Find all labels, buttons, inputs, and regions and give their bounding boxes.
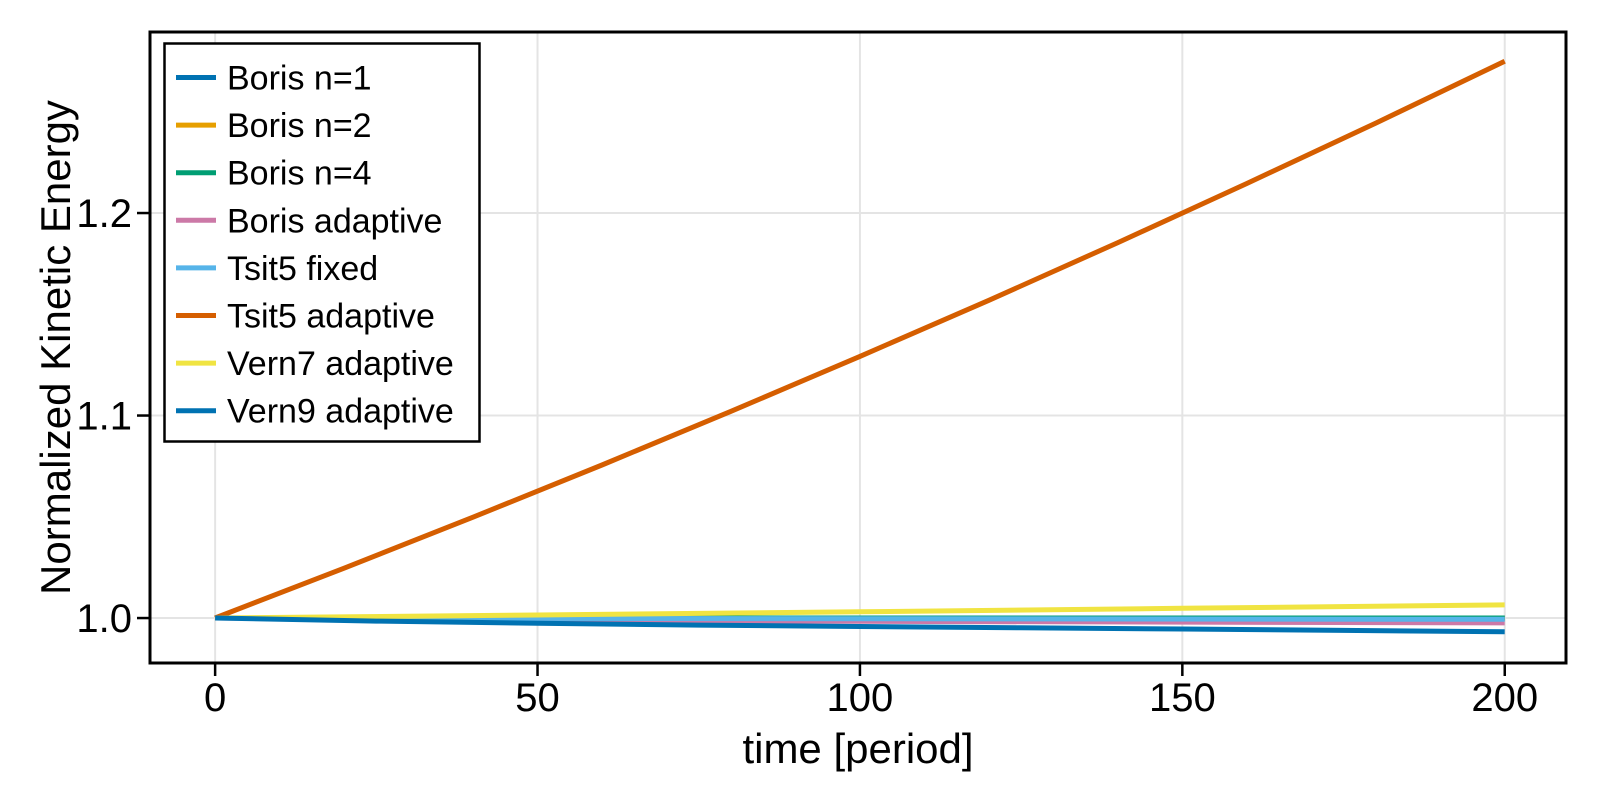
legend: Boris n=1 Boris n=2 Boris n=4 Boris adaptiv…: [163, 42, 481, 443]
legend-label-vern7-adaptive: Vern7 adaptive: [227, 345, 454, 383]
x-tick-label-2: 100: [827, 676, 894, 720]
legend-item-tsit5-adaptive: Tsit5 adaptive: [176, 298, 435, 336]
y-tick-label-2: 1.2: [76, 192, 132, 236]
series-vern7-adaptive: [215, 602, 1505, 621]
y-axis-label: Normalized Kinetic Energy: [32, 100, 79, 595]
legend-label-boris-n-1: Boris n=1: [227, 60, 372, 98]
legend-item-boris-n-1: Boris n=1: [176, 60, 372, 98]
x-tick-label-3: 150: [1149, 676, 1216, 720]
y-tick-label-0: 1.0: [76, 597, 132, 641]
legend-label-tsit5-adaptive: Tsit5 adaptive: [227, 298, 435, 336]
legend-box: [163, 42, 481, 443]
legend-item-boris-n-4: Boris n=4: [176, 155, 372, 193]
legend-label-boris-n-4: Boris n=4: [227, 155, 372, 193]
legend-item-vern9-adaptive: Vern9 adaptive: [176, 393, 454, 431]
x-tick-label-0: 0: [204, 676, 226, 720]
series-vern9-adaptive: [215, 615, 1505, 635]
plot-frame: [148, 30, 1568, 665]
x-axis-label: time [period]: [742, 725, 973, 772]
legend-item-boris-n-2: Boris n=2: [176, 107, 372, 145]
legend-item-vern7-adaptive: Vern7 adaptive: [176, 345, 454, 383]
series-tsit5-adaptive: [214, 58, 1506, 621]
legend-label-boris-n-2: Boris n=2: [227, 107, 372, 145]
x-tick-label-4: 200: [1471, 676, 1538, 720]
axis-ticks: 0 50 100 150 200 1.0 1.1 1.2: [76, 192, 1538, 720]
legend-item-tsit5-fixed: Tsit5 fixed: [176, 250, 378, 288]
legend-label-tsit5-fixed: Tsit5 fixed: [227, 250, 378, 288]
legend-item-boris-adaptive: Boris adaptive: [176, 202, 442, 240]
series-lines: [214, 58, 1506, 635]
legend-label-vern9-adaptive: Vern9 adaptive: [227, 393, 454, 431]
legend-label-boris-adaptive: Boris adaptive: [227, 202, 442, 240]
x-tick-label-1: 50: [515, 676, 560, 720]
y-tick-label-1: 1.1: [76, 395, 132, 439]
